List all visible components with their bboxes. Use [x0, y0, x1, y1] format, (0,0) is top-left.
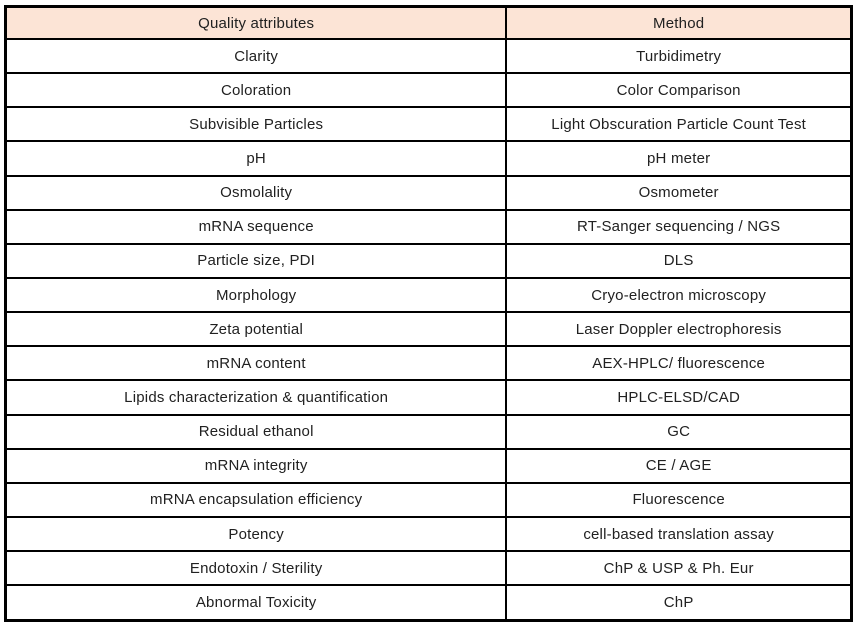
quality-attribute-cell: Lipids characterization & quantification: [4, 379, 508, 416]
table-row: Osmolality Osmometer: [4, 174, 853, 211]
quality-attribute-cell: mRNA encapsulation efficiency: [4, 481, 508, 518]
quality-attribute-cell: Endotoxin / Sterility: [4, 550, 508, 587]
quality-attribute-cell: mRNA sequence: [4, 208, 508, 245]
quality-attribute-cell: Potency: [4, 515, 508, 553]
table-row: Subvisible Particles Light Obscuration P…: [4, 106, 853, 143]
quality-attribute-cell: Abnormal Toxicity: [4, 584, 508, 622]
quality-attribute-cell: Coloration: [4, 72, 508, 109]
table-header: Quality attributes Method: [4, 5, 853, 40]
table-row: mRNA content AEX-HPLC/ fluorescence: [4, 345, 853, 382]
method-cell: Turbidimetry: [505, 37, 853, 75]
table-row: pH pH meter: [4, 140, 853, 177]
method-cell: RT-Sanger sequencing / NGS: [505, 208, 853, 245]
column-header-method: Method: [505, 5, 853, 40]
method-cell: GC: [505, 413, 853, 450]
method-cell: Osmometer: [505, 174, 853, 211]
table-body: Clarity Turbidimetry Coloration Color Co…: [4, 37, 853, 622]
table-row: Clarity Turbidimetry: [4, 37, 853, 75]
method-cell: CE / AGE: [505, 447, 853, 484]
column-header-quality-attributes: Quality attributes: [4, 5, 508, 40]
quality-attribute-cell: mRNA integrity: [4, 447, 508, 484]
quality-attribute-cell: pH: [4, 140, 508, 177]
method-cell: Fluorescence: [505, 481, 853, 518]
method-cell: Color Comparison: [505, 72, 853, 109]
table-row: Coloration Color Comparison: [4, 72, 853, 109]
header-row: Quality attributes Method: [4, 5, 853, 40]
quality-attribute-cell: Residual ethanol: [4, 413, 508, 450]
table-row: mRNA integrity CE / AGE: [4, 447, 853, 484]
quality-attribute-cell: Subvisible Particles: [4, 106, 508, 143]
quality-attributes-method-table: Quality attributes Method Clarity Turbid…: [4, 5, 853, 622]
method-cell: Light Obscuration Particle Count Test: [505, 106, 853, 143]
method-cell: cell-based translation assay: [505, 515, 853, 553]
table-row: Endotoxin / Sterility ChP & USP & Ph. Eu…: [4, 550, 853, 587]
method-cell: ChP: [505, 584, 853, 622]
method-cell: Laser Doppler electrophoresis: [505, 311, 853, 348]
quality-attribute-cell: mRNA content: [4, 345, 508, 382]
quality-attribute-cell: Zeta potential: [4, 311, 508, 348]
quality-attribute-cell: Osmolality: [4, 174, 508, 211]
table-row: Abnormal Toxicity ChP: [4, 584, 853, 622]
quality-attribute-cell: Clarity: [4, 37, 508, 75]
method-cell: HPLC-ELSD/CAD: [505, 379, 853, 416]
method-cell: AEX-HPLC/ fluorescence: [505, 345, 853, 382]
table-row: Residual ethanol GC: [4, 413, 853, 450]
method-cell: pH meter: [505, 140, 853, 177]
table-row: Potency cell-based translation assay: [4, 515, 853, 553]
quality-attribute-cell: Particle size, PDI: [4, 242, 508, 279]
method-cell: ChP & USP & Ph. Eur: [505, 550, 853, 587]
table-row: mRNA sequence RT-Sanger sequencing / NGS: [4, 208, 853, 245]
table-row: Morphology Cryo-electron microscopy: [4, 276, 853, 314]
quality-attribute-cell: Morphology: [4, 276, 508, 314]
table-row: Zeta potential Laser Doppler electrophor…: [4, 311, 853, 348]
table-row: Lipids characterization & quantification…: [4, 379, 853, 416]
method-cell: Cryo-electron microscopy: [505, 276, 853, 314]
table-row: mRNA encapsulation efficiency Fluorescen…: [4, 481, 853, 518]
table-row: Particle size, PDI DLS: [4, 242, 853, 279]
method-cell: DLS: [505, 242, 853, 279]
